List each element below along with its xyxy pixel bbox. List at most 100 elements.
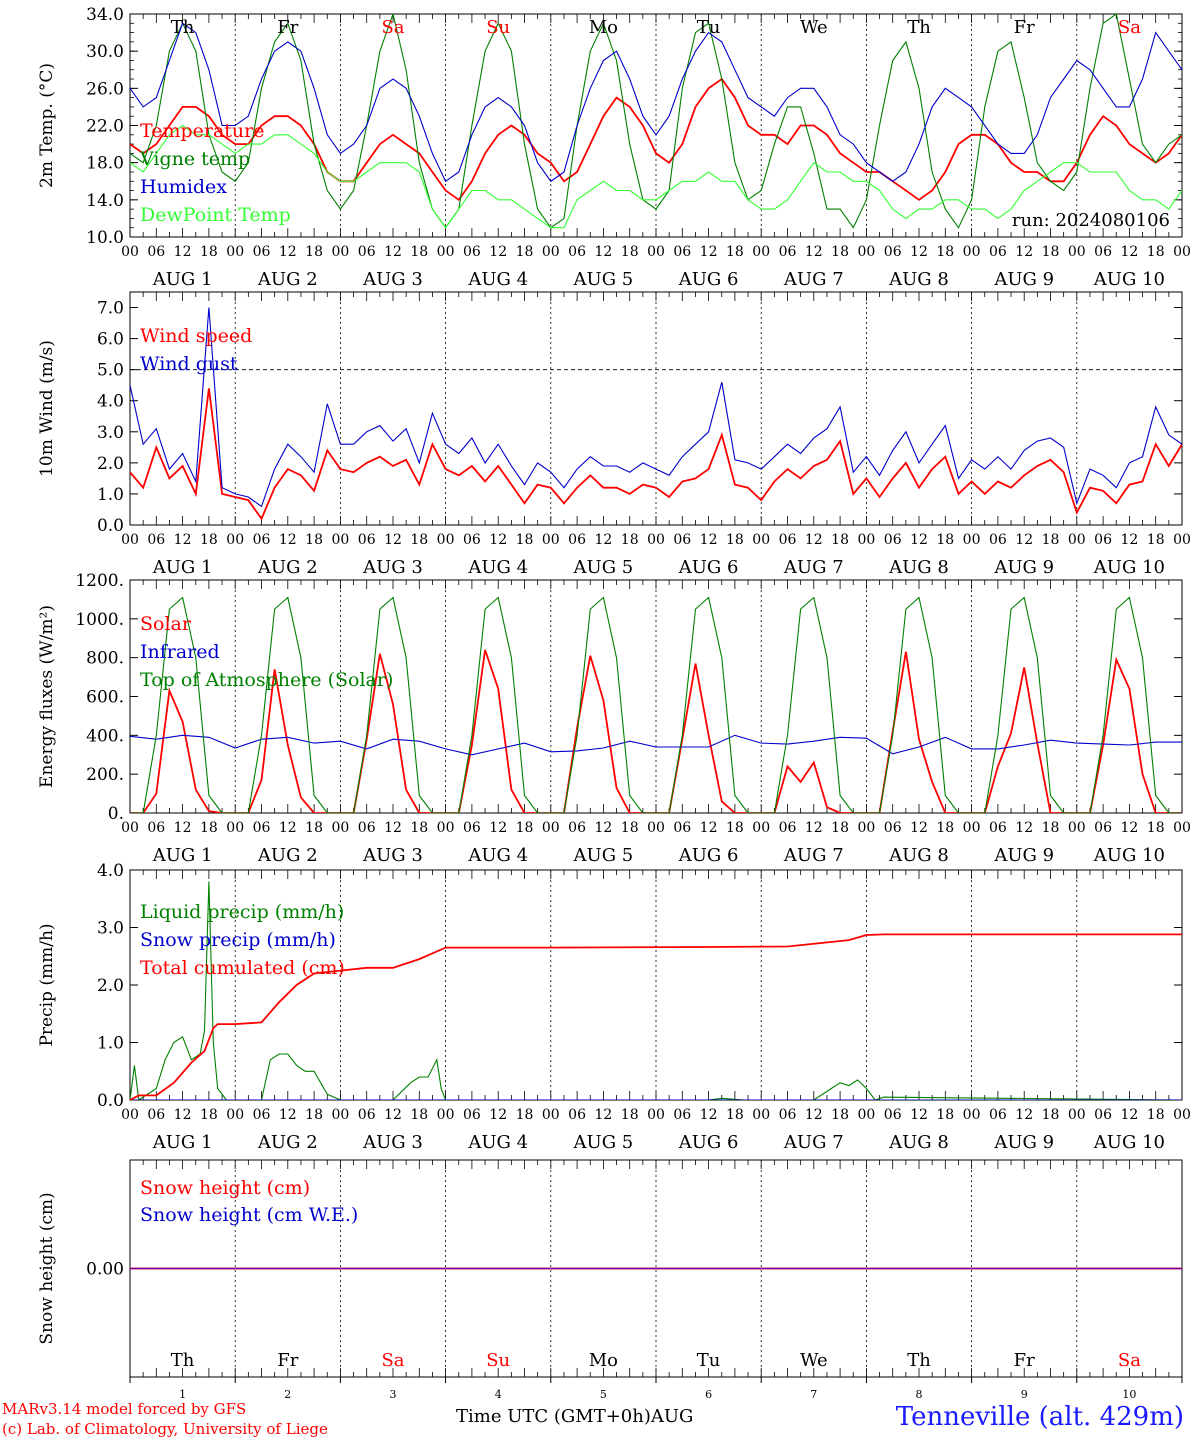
x-tick-label: 18 [200,820,218,836]
x-tick-label: 18 [1147,532,1165,548]
x-tick-label: 12 [489,1107,507,1123]
x-tick-label: 00 [963,1107,981,1123]
x-tick-label: 00 [647,244,665,260]
x-tick-label: 00 [647,1107,665,1123]
x-tick-label: 12 [1015,1107,1033,1123]
x-tick-label: 18 [200,1107,218,1123]
x-tick-label: 00 [226,820,244,836]
x-tick-label: 00 [1173,1107,1191,1123]
date-label: AUG 5 [573,1132,634,1153]
x-tick-label: 06 [779,244,797,260]
x-tick-label: 06 [1094,532,1112,548]
x-tick-label: 06 [358,820,376,836]
x-tick-label: 00 [752,820,770,836]
date-label: AUG 1 [152,269,213,290]
x-tick-label: 06 [673,244,691,260]
y-tick-label: 14.0 [86,191,124,211]
y-tick-label: 18.0 [86,154,124,174]
series-line-vigne-temp [130,14,1182,229]
x-tick-label: 12 [910,1107,928,1123]
x-tick-label: 06 [884,820,902,836]
x-tick-label: 00 [857,532,875,548]
x-tick-label: 00 [121,244,139,260]
x-tick-label: 18 [1147,244,1165,260]
x-tick-label: 18 [831,1107,849,1123]
x-tick-label: 18 [726,1107,744,1123]
date-label: AUG 6 [678,1132,739,1153]
x-tick-label: 00 [226,244,244,260]
x-tick-label: 12 [1120,532,1138,548]
weekday-label: Su [486,1350,510,1371]
x-tick-label: 06 [358,1107,376,1123]
x-tick-label: 18 [410,244,428,260]
x-tick-label: 12 [805,532,823,548]
x-tick-label: 18 [831,244,849,260]
y-tick-label: 3.0 [97,919,124,939]
y-axis-label: Snow height (cm) [37,1192,57,1344]
lab-credit: (c) Lab. of Climatology, University of L… [2,1420,328,1438]
y-tick-label: 1.0 [97,1034,124,1054]
date-label: AUG 10 [1093,1132,1165,1153]
run-label: run: 2024080106 [1012,210,1170,231]
date-label: AUG 6 [678,845,739,866]
y-tick-label: 1000. [75,610,124,630]
series-line-solar [130,649,1182,813]
x-tick-label: 18 [936,1107,954,1123]
x-tick-label: 18 [1042,532,1060,548]
x-tick-label: 18 [516,820,534,836]
legend-entry: Liquid precip (mm/h) [140,901,344,923]
x-tick-label: 12 [805,244,823,260]
model-credit: MARv3.14 model forced by GFS [2,1400,247,1418]
y-axis-label: Energy fluxes (W/m²) [37,605,57,788]
x-tick-label: 00 [1068,1107,1086,1123]
x-tick-label: 00 [647,532,665,548]
legend-entry: Vigne temp [139,148,250,170]
x-tick-label: 18 [305,1107,323,1123]
series-line-total-cumulated-cm- [130,933,1182,1100]
weekday-label: Th [171,1350,195,1371]
y-tick-label: 10.0 [86,228,124,248]
x-tick-label: 06 [779,532,797,548]
x-tick-label: 12 [805,820,823,836]
day-number-label: 4 [495,1388,502,1401]
y-axis-label: 10m Wind (m/s) [37,340,57,477]
x-tick-label: 18 [305,820,323,836]
y-tick-label: 6.0 [97,330,124,350]
day-number-label: 5 [600,1388,607,1401]
date-label: AUG 5 [573,845,634,866]
series-line-top-of-atmosphere-solar- [130,596,1182,813]
date-label: AUG 1 [152,845,213,866]
series-line-temperature [130,77,1182,202]
x-tick-label: 00 [752,532,770,548]
date-label: AUG 4 [467,1132,528,1153]
date-label: AUG 7 [783,557,844,578]
x-tick-label: 06 [989,244,1007,260]
x-tick-label: 12 [174,820,192,836]
x-tick-label: 06 [253,820,271,836]
weekday-label: Sa [1118,17,1141,38]
x-tick-label: 00 [1068,820,1086,836]
x-tick-label: 06 [147,532,165,548]
date-label: AUG 9 [993,557,1054,578]
y-tick-label: 4.0 [97,861,124,881]
y-tick-label: 0. [108,804,124,824]
x-tick-label: 00 [857,1107,875,1123]
x-tick-label: 18 [936,244,954,260]
x-tick-label: 12 [489,244,507,260]
x-tick-label: 00 [121,820,139,836]
x-tick-label: 06 [253,244,271,260]
x-tick-label: 12 [1120,820,1138,836]
day-number-label: 2 [284,1388,291,1401]
x-tick-label: 18 [936,532,954,548]
x-tick-label: 18 [726,532,744,548]
x-tick-label: 00 [226,1107,244,1123]
x-tick-label: 18 [726,820,744,836]
x-tick-label: 00 [121,532,139,548]
x-tick-label: 06 [884,532,902,548]
y-tick-label: 2.0 [97,454,124,474]
y-tick-label: 600. [86,688,124,708]
x-axis-month: AUG [650,1406,694,1427]
x-tick-label: 12 [279,820,297,836]
x-tick-label: 12 [1015,244,1033,260]
legend-entry: Wind speed [140,325,252,347]
